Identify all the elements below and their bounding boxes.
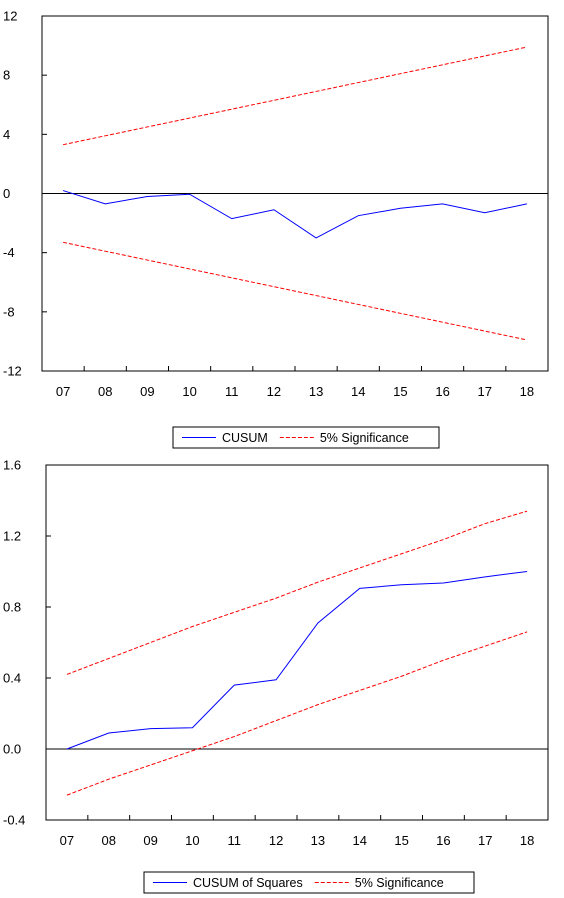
x-tick-label: 12 [269, 833, 283, 848]
x-tick-label: 15 [393, 384, 407, 399]
x-tick-label: 11 [228, 833, 242, 848]
x-tick-label: 16 [435, 384, 449, 399]
y-tick-label: 0.0 [3, 742, 21, 757]
x-tick-label: 14 [353, 833, 367, 848]
x-tick-label: 14 [351, 384, 365, 399]
significance-upper-bound [62, 46, 528, 146]
y-tick-label: 0 [3, 186, 10, 201]
x-tick-label: 16 [436, 833, 450, 848]
legend-label: 5% Significance [320, 431, 409, 445]
x-tick-label: 17 [478, 384, 492, 399]
x-tick-label: 07 [60, 833, 74, 848]
y-tick-label: 12 [3, 9, 17, 24]
legend-label: CUSUM [222, 431, 268, 445]
y-tick-label: 8 [3, 68, 10, 83]
legend-box [143, 871, 475, 894]
x-tick-label: 13 [311, 833, 325, 848]
x-tick-label: 07 [56, 384, 70, 399]
x-tick-label: 12 [267, 384, 281, 399]
cusum-of-squares-chart: 1.6 1.2 0.8 0.4 0.0 -0.4 07 08 09 10 11 12 13 14 15 16 1… [3, 458, 549, 894]
y-tick-label: -4 [3, 245, 15, 260]
x-tick-label: 17 [478, 833, 492, 848]
significance-upper-bound [66, 510, 528, 675]
y-tick-label: -0.4 [3, 813, 25, 828]
x-tick-label: 09 [143, 833, 157, 848]
cusum-chart: 12 8 4 0 -4 -8 -12 07 08 09 10 11 12 13 14 15 16 17 18 CUSU… [3, 9, 549, 449]
x-tick-label: 08 [102, 833, 116, 848]
x-tick-label: 10 [185, 833, 199, 848]
x-tick-label: 18 [520, 833, 534, 848]
x-tick-label: 18 [520, 384, 534, 399]
significance-lower-bound [66, 631, 528, 796]
y-tick-label: 1.2 [3, 529, 21, 544]
x-tick-label: 11 [225, 384, 239, 399]
significance-lower-bound [62, 241, 528, 341]
legend-label: CUSUM of Squares [193, 876, 303, 890]
series-line-main [62, 190, 528, 239]
y-tick-label: 1.6 [3, 458, 21, 473]
x-tick-label: 08 [98, 384, 112, 399]
x-tick-label: 13 [309, 384, 323, 399]
plot-frame [45, 464, 549, 821]
y-tick-label: 0.8 [3, 600, 21, 615]
legend: CUSUM of Squares 5% Significance [143, 871, 475, 894]
legend-label: 5% Significance [355, 876, 444, 890]
y-tick-label: -12 [3, 364, 22, 379]
y-tick-label: -8 [3, 304, 15, 319]
x-tick-label: 15 [394, 833, 408, 848]
x-tick-label: 09 [140, 384, 154, 399]
series-line-main [66, 571, 528, 750]
y-tick-label: 4 [3, 127, 10, 142]
y-tick-label: 0.4 [3, 671, 21, 686]
x-tick-label: 10 [182, 384, 196, 399]
legend: CUSUM 5% Significance [172, 426, 440, 449]
